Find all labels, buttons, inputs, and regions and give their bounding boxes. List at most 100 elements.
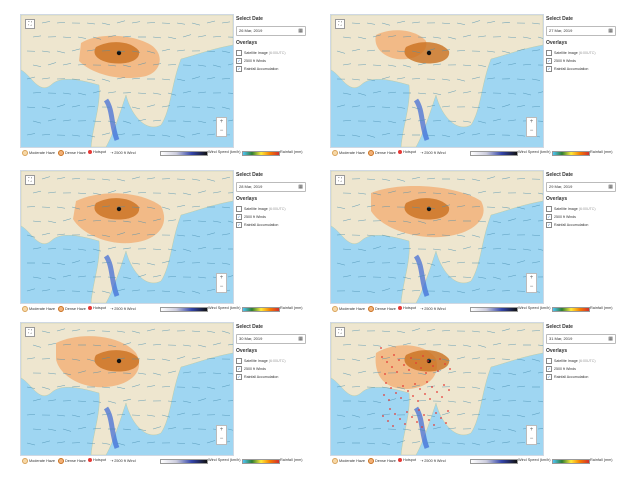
overlay-option[interactable]: ✓ Rainfall Accumulation xyxy=(546,222,622,229)
zoom-out-button[interactable]: − xyxy=(529,128,534,134)
overlay-option[interactable]: ✓ 2500 ft Winds xyxy=(236,214,312,221)
legend-wind: ⇢ 2500 ft Wind xyxy=(420,307,446,311)
overlay-checkbox[interactable] xyxy=(546,358,552,365)
legend-wind: ⇢ 2500 ft Wind xyxy=(110,307,136,311)
fullscreen-icon[interactable]: ⛶ xyxy=(25,175,35,185)
zoom-out-button[interactable]: − xyxy=(529,284,534,290)
legend-wind-speed: Wind Speed (km/h) xyxy=(518,150,551,154)
zoom-control[interactable]: + − xyxy=(526,425,537,445)
legend-hotspot: Hotspot xyxy=(398,150,416,154)
overlay-checkbox[interactable]: ✓ xyxy=(546,58,552,65)
zoom-out-button[interactable]: − xyxy=(219,436,224,442)
overlay-checkbox[interactable]: ✓ xyxy=(236,58,242,65)
zoom-control[interactable]: + − xyxy=(216,425,227,445)
overlay-option[interactable]: ✓ 2500 ft Winds xyxy=(546,214,622,221)
zoom-in-button[interactable]: + xyxy=(219,119,224,125)
overlay-option[interactable]: Satellite Image (6:00UTC) xyxy=(236,206,312,213)
calendar-icon[interactable]: ▦ xyxy=(298,184,303,190)
legend-dense-haze: Dense Haze xyxy=(58,458,86,464)
zoom-control[interactable]: + − xyxy=(216,273,227,293)
calendar-icon[interactable]: ▦ xyxy=(298,336,303,342)
sidebar: Select Date 31 Mar, 2019 ▦ Overlays Satel… xyxy=(544,322,622,454)
overlay-option[interactable]: Satellite Image (6:00UTC) xyxy=(236,50,312,57)
date-input[interactable]: 29 Mar, 2019 ▦ xyxy=(546,182,616,192)
zoom-in-button[interactable]: + xyxy=(219,275,224,281)
overlay-option[interactable]: Satellite Image (6:00UTC) xyxy=(546,206,622,213)
fullscreen-icon[interactable]: ⛶ xyxy=(335,327,345,337)
overlay-label: Rainfall Accumulation xyxy=(244,375,279,379)
fullscreen-icon[interactable]: ⛶ xyxy=(335,19,345,29)
date-input[interactable]: 27 Mar, 2019 ▦ xyxy=(546,26,616,36)
date-input[interactable]: 26 Mar, 2019 ▦ xyxy=(236,26,306,36)
overlay-checkbox[interactable] xyxy=(236,206,242,213)
fullscreen-icon[interactable]: ⛶ xyxy=(335,175,345,185)
fullscreen-icon[interactable]: ⛶ xyxy=(25,327,35,337)
overlay-option[interactable]: ✓ 2500 ft Winds xyxy=(546,58,622,65)
legend-rainfall: Rainfall (mm) xyxy=(590,306,613,310)
overlay-option[interactable]: Satellite Image (6:00UTC) xyxy=(236,358,312,365)
date-input[interactable]: 28 Mar, 2019 ▦ xyxy=(236,182,306,192)
overlay-checkbox[interactable] xyxy=(236,358,242,365)
calendar-icon[interactable]: ▦ xyxy=(608,336,613,342)
overlay-checkbox[interactable] xyxy=(236,50,242,57)
zoom-control[interactable]: + − xyxy=(526,273,537,293)
map-legend: Moderate Haze Dense Haze Hotspot ⇢ 2500 … xyxy=(330,304,622,314)
calendar-icon[interactable]: ▦ xyxy=(608,28,613,34)
date-input[interactable]: 30 Mar, 2019 ▦ xyxy=(236,334,306,344)
zoom-in-button[interactable]: + xyxy=(529,427,534,433)
calendar-icon[interactable]: ▦ xyxy=(608,184,613,190)
overlay-checkbox[interactable]: ✓ xyxy=(546,222,552,229)
overlay-checkbox[interactable]: ✓ xyxy=(546,66,552,73)
overlays-heading: Overlays xyxy=(546,40,568,46)
legend-hotspot: Hotspot xyxy=(88,150,106,154)
overlay-checkbox[interactable] xyxy=(546,50,552,57)
overlay-option[interactable]: Satellite Image (6:00UTC) xyxy=(546,50,622,57)
overlay-checkbox[interactable]: ✓ xyxy=(236,366,242,373)
zoom-out-button[interactable]: − xyxy=(529,436,534,442)
overlay-checkbox[interactable]: ✓ xyxy=(236,222,242,229)
zoom-control[interactable]: + − xyxy=(526,117,537,137)
legend-rainfall: Rainfall (mm) xyxy=(280,150,303,154)
wind-speed-scale xyxy=(470,307,518,312)
overlay-option[interactable]: ✓ 2500 ft Winds xyxy=(236,366,312,373)
rainfall-scale xyxy=(242,459,280,464)
zoom-in-button[interactable]: + xyxy=(529,275,534,281)
map-view[interactable]: ⛶ + − xyxy=(330,322,544,456)
map-view[interactable]: ⛶ + − xyxy=(330,14,544,148)
calendar-icon[interactable]: ▦ xyxy=(298,28,303,34)
overlay-label: Satellite Image (6:00UTC) xyxy=(554,51,596,55)
map-view[interactable]: ⛶ + − xyxy=(20,170,234,304)
overlay-checkbox[interactable]: ✓ xyxy=(546,374,552,381)
overlay-option[interactable]: ✓ Rainfall Accumulation xyxy=(546,374,622,381)
overlay-checkbox[interactable]: ✓ xyxy=(236,66,242,73)
overlay-option[interactable]: ✓ Rainfall Accumulation xyxy=(236,374,312,381)
overlay-option[interactable]: ✓ 2500 ft Winds xyxy=(546,366,622,373)
legend-dense-haze: Dense Haze xyxy=(368,458,396,464)
zoom-in-button[interactable]: + xyxy=(219,427,224,433)
sidebar: Select Date 26 Mar, 2019 ▦ Overlays Satel… xyxy=(234,14,312,146)
overlay-option[interactable]: ✓ Rainfall Accumulation xyxy=(236,222,312,229)
zoom-control[interactable]: + − xyxy=(216,117,227,137)
overlay-checkbox[interactable]: ✓ xyxy=(546,366,552,373)
select-date-heading: Select Date xyxy=(236,16,263,22)
overlay-option[interactable]: Satellite Image (6:00UTC) xyxy=(546,358,622,365)
map-view[interactable]: ⛶ + − xyxy=(330,170,544,304)
overlay-checkbox[interactable] xyxy=(546,206,552,213)
fullscreen-icon[interactable]: ⛶ xyxy=(25,19,35,29)
map-view[interactable]: ⛶ + − xyxy=(20,14,234,148)
zoom-out-button[interactable]: − xyxy=(219,128,224,134)
zoom-out-button[interactable]: − xyxy=(219,284,224,290)
overlay-checkbox[interactable]: ✓ xyxy=(236,214,242,221)
overlay-option[interactable]: ✓ Rainfall Accumulation xyxy=(546,66,622,73)
map-legend: Moderate Haze Dense Haze Hotspot ⇢ 2500 … xyxy=(330,456,622,466)
overlay-option[interactable]: ✓ Rainfall Accumulation xyxy=(236,66,312,73)
zoom-in-button[interactable]: + xyxy=(529,119,534,125)
overlay-label: Satellite Image (6:00UTC) xyxy=(244,207,286,211)
date-input[interactable]: 31 Mar, 2019 ▦ xyxy=(546,334,616,344)
overlay-checkbox[interactable]: ✓ xyxy=(236,374,242,381)
legend-wind: ⇢ 2500 ft Wind xyxy=(420,459,446,463)
map-panel: ⛶ + − Select Date 29 Mar, 2019 ▦ Overlays … xyxy=(330,170,622,318)
map-view[interactable]: ⛶ + − xyxy=(20,322,234,456)
overlay-option[interactable]: ✓ 2500 ft Winds xyxy=(236,58,312,65)
overlay-checkbox[interactable]: ✓ xyxy=(546,214,552,221)
